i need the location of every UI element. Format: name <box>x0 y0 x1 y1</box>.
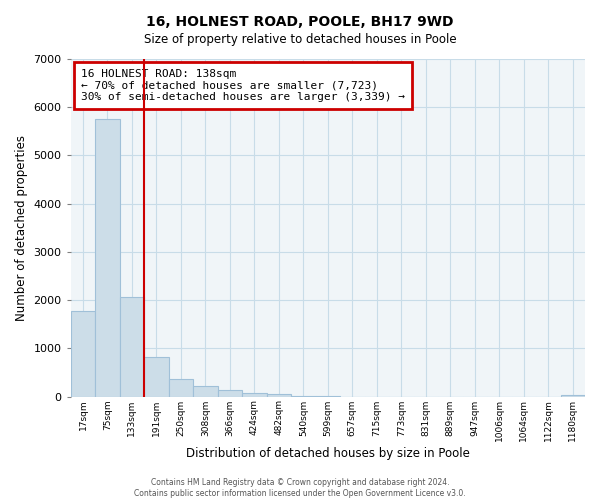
Bar <box>95 119 119 396</box>
Y-axis label: Number of detached properties: Number of detached properties <box>15 135 28 321</box>
Bar <box>218 390 242 396</box>
Text: Size of property relative to detached houses in Poole: Size of property relative to detached ho… <box>143 32 457 46</box>
Bar <box>266 394 291 396</box>
X-axis label: Distribution of detached houses by size in Poole: Distribution of detached houses by size … <box>186 447 470 460</box>
Bar <box>242 392 266 396</box>
Bar <box>193 386 218 396</box>
Bar <box>119 297 144 396</box>
Bar <box>71 310 95 396</box>
Text: 16, HOLNEST ROAD, POOLE, BH17 9WD: 16, HOLNEST ROAD, POOLE, BH17 9WD <box>146 15 454 29</box>
Text: 16 HOLNEST ROAD: 138sqm
← 70% of detached houses are smaller (7,723)
30% of semi: 16 HOLNEST ROAD: 138sqm ← 70% of detache… <box>81 69 405 102</box>
Bar <box>144 356 169 397</box>
Bar <box>560 395 585 396</box>
Bar <box>169 378 193 396</box>
Text: Contains HM Land Registry data © Crown copyright and database right 2024.
Contai: Contains HM Land Registry data © Crown c… <box>134 478 466 498</box>
